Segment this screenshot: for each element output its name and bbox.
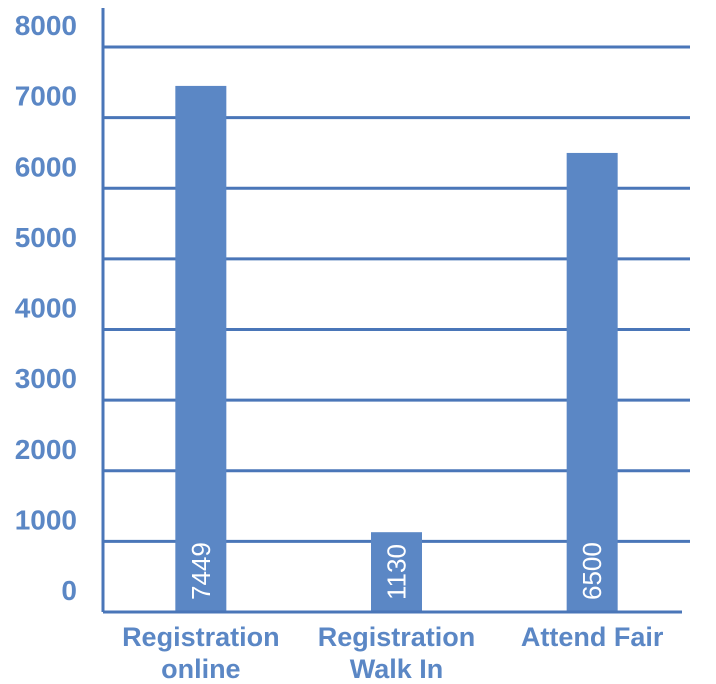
y-tick-label: 3000 <box>15 363 77 394</box>
bar <box>566 152 618 612</box>
y-tick-label: 2000 <box>15 434 77 465</box>
y-tick-labels: 0 1000 2000 3000 4000 5000 6000 7000 8000 <box>15 10 77 606</box>
x-tick-label-line: Walk In <box>350 654 444 684</box>
x-tick-label-line: Registration <box>318 622 476 652</box>
y-tick-label: 8000 <box>15 10 77 41</box>
y-tick-label: 5000 <box>15 222 77 253</box>
y-tick-label: 6000 <box>15 151 77 182</box>
data-label: 6500 <box>577 542 607 600</box>
data-labels: 7449 1130 6500 <box>186 542 607 600</box>
axes <box>101 8 682 614</box>
x-tick-label-line: Registration <box>122 622 280 652</box>
y-tick-label: 7000 <box>15 81 77 112</box>
bars <box>175 85 618 613</box>
data-label: 7449 <box>186 542 216 600</box>
x-tick-label: Registration online <box>122 622 280 684</box>
y-tick-label: 1000 <box>15 504 77 535</box>
y-tick-label: 4000 <box>15 293 77 324</box>
x-tick-label-line: Attend Fair <box>521 622 664 652</box>
bar <box>175 85 227 613</box>
data-label: 1130 <box>382 544 412 600</box>
x-tick-label: Registration Walk In <box>318 622 476 684</box>
x-tick-label-line: online <box>161 654 241 684</box>
x-tick-label: Attend Fair <box>521 622 664 652</box>
y-tick-label: 0 <box>61 575 77 606</box>
bar <box>371 532 422 612</box>
